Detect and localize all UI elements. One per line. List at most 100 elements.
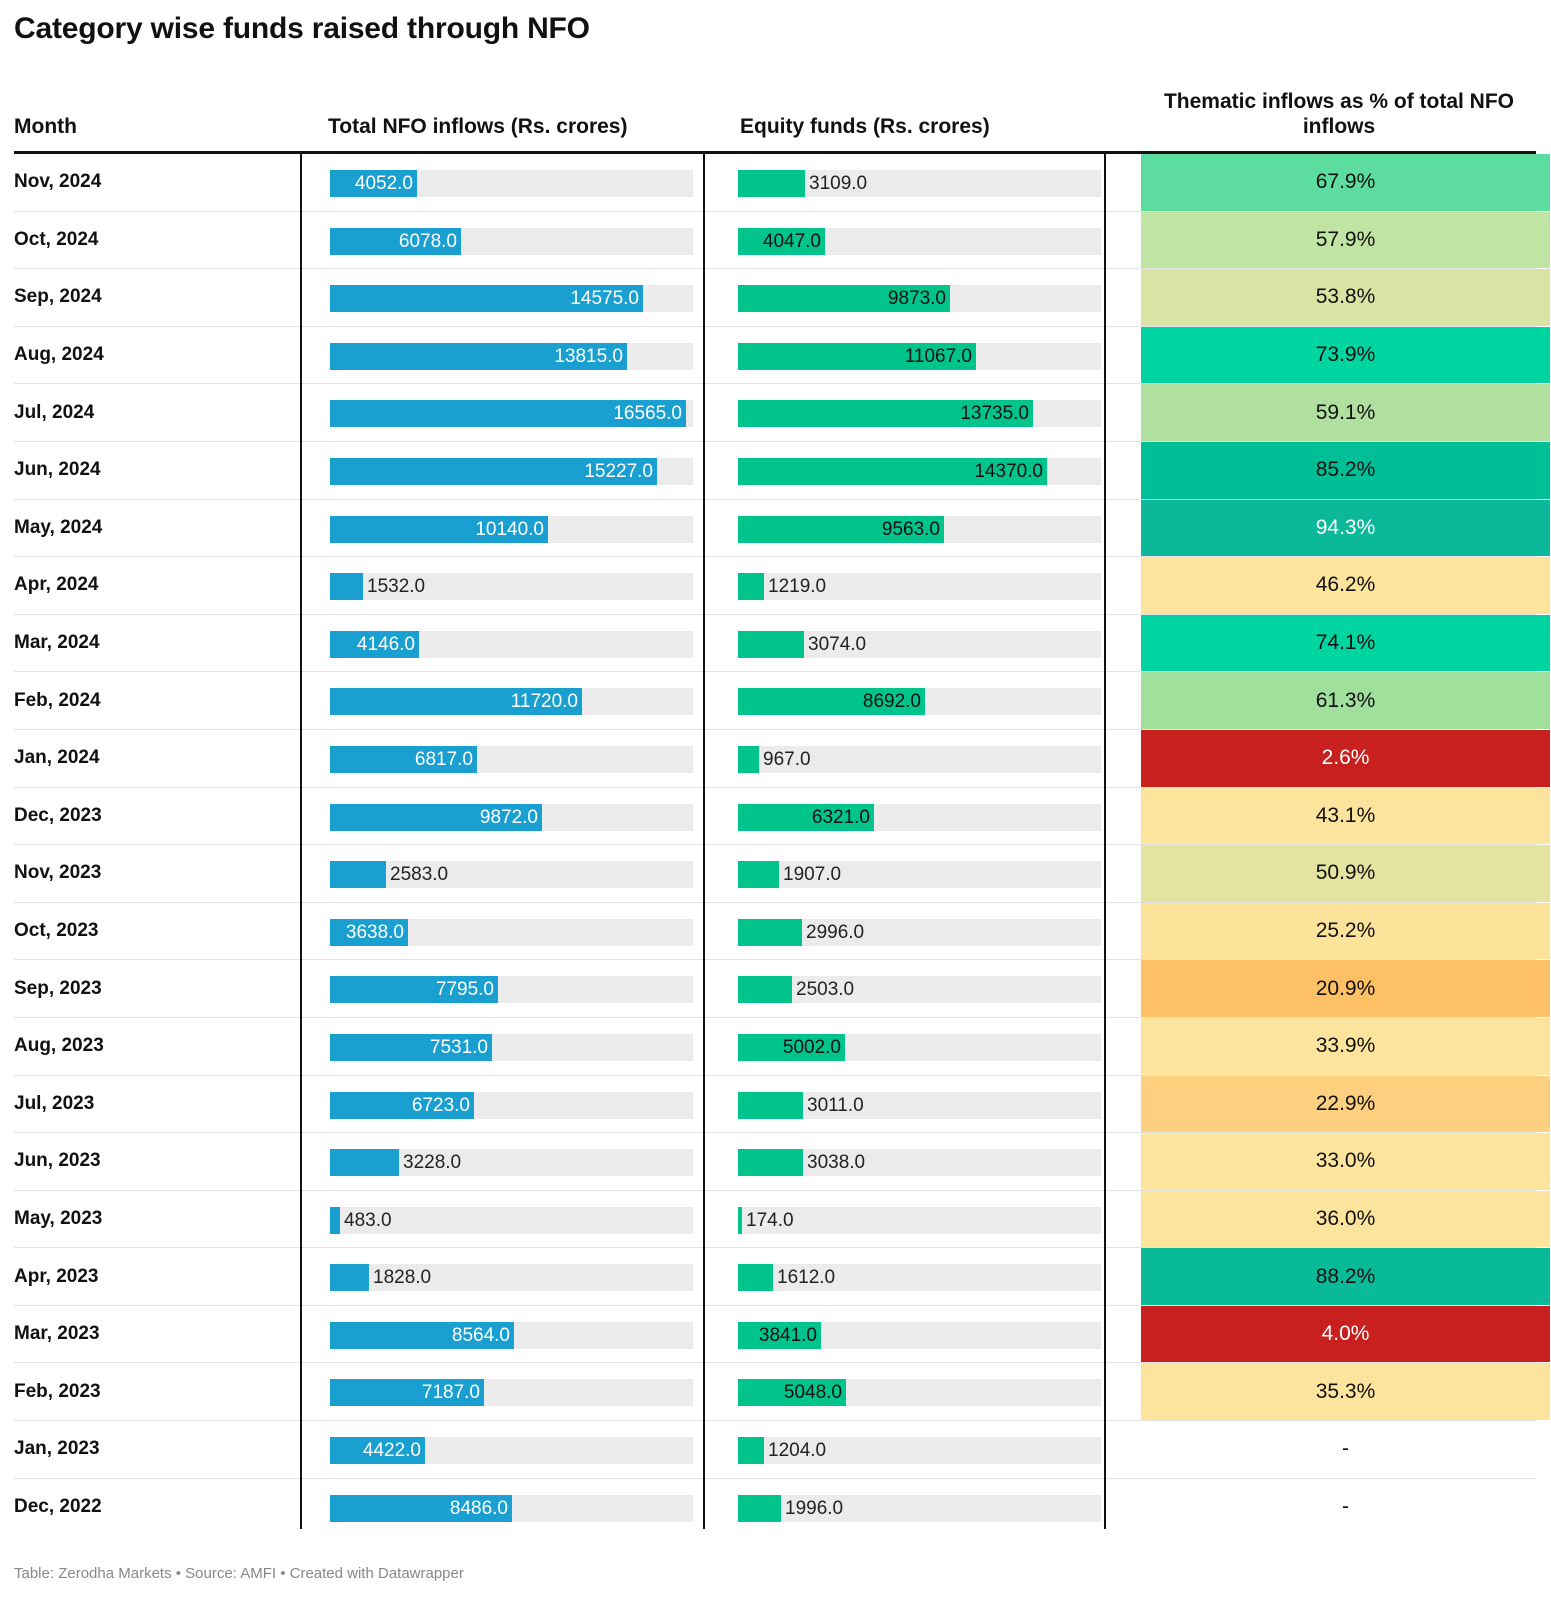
total-bar[interactable] — [330, 1264, 369, 1292]
equity-bar[interactable] — [738, 1264, 773, 1292]
equity-bar-track: 4047.0 — [738, 227, 1101, 255]
total-bar[interactable] — [330, 457, 657, 485]
total-bar-value: 15227.0 — [584, 460, 653, 482]
equity-bar[interactable] — [738, 573, 764, 601]
total-bar[interactable] — [330, 285, 643, 313]
month-cell: Nov, 2024 — [14, 171, 102, 193]
total-bar[interactable] — [330, 803, 542, 831]
equity-bar-value: 967.0 — [763, 748, 811, 770]
equity-bar[interactable] — [738, 976, 792, 1004]
equity-bar[interactable] — [738, 1206, 742, 1234]
month-cell: Jun, 2024 — [14, 459, 101, 481]
column-header-month[interactable]: Month — [14, 115, 77, 138]
equity-bar-track: 1907.0 — [738, 861, 1101, 889]
column-header-equity-funds[interactable]: Equity funds (Rs. crores) — [740, 115, 990, 138]
total-bar[interactable] — [330, 1379, 484, 1407]
equity-bar-value: 13735.0 — [960, 403, 1029, 425]
equity-bar[interactable] — [738, 457, 1047, 485]
column-header-thematic-share[interactable]: Thematic inflows as % of total NFO inflo… — [1163, 90, 1515, 138]
total-bar[interactable] — [330, 1437, 425, 1465]
table-body: Nov, 2024 4052.0 3109.0 67.9% Oct, 2024 6078.… — [14, 154, 1550, 1537]
total-bar-value: 8486.0 — [449, 1497, 508, 1519]
equity-bar-value: 9873.0 — [887, 288, 946, 310]
month-cell: Apr, 2023 — [14, 1265, 99, 1287]
thematic-share-cell: 88.2% — [1141, 1248, 1550, 1305]
equity-bar[interactable] — [738, 1149, 803, 1177]
table-row: Mar, 2024 4146.0 3074.0 74.1% — [14, 614, 1550, 673]
total-bar[interactable] — [330, 573, 363, 601]
equity-bar[interactable] — [738, 630, 804, 658]
month-cell: Dec, 2022 — [14, 1496, 102, 1518]
equity-bar[interactable] — [738, 170, 805, 197]
equity-bar[interactable] — [738, 803, 874, 831]
month-cell: Jan, 2023 — [14, 1438, 100, 1460]
equity-bar[interactable] — [738, 1379, 846, 1407]
equity-bar[interactable] — [738, 861, 779, 889]
month-cell: Jun, 2023 — [14, 1150, 101, 1172]
equity-bar[interactable] — [738, 1033, 845, 1061]
equity-bar[interactable] — [738, 1091, 803, 1119]
equity-bar[interactable] — [738, 227, 825, 255]
total-bar[interactable] — [330, 630, 419, 658]
equity-bar[interactable] — [738, 285, 950, 313]
equity-bar[interactable] — [738, 400, 1033, 428]
equity-bar-value: 174.0 — [746, 1209, 794, 1231]
thematic-share-cell: 36.0% — [1141, 1190, 1550, 1248]
table-row: Aug, 2024 13815.0 11067.0 73.9% — [14, 326, 1550, 385]
total-bar[interactable] — [330, 861, 386, 889]
equity-bar[interactable] — [738, 1321, 821, 1349]
total-bar[interactable] — [330, 1494, 512, 1522]
column-header-total-nfo[interactable]: Total NFO inflows (Rs. crores) — [328, 115, 628, 138]
equity-bar[interactable] — [738, 745, 759, 773]
total-bar[interactable] — [330, 1206, 340, 1234]
table-row: Aug, 2023 7531.0 5002.0 33.9% — [14, 1017, 1550, 1076]
equity-bar-value: 11067.0 — [904, 345, 972, 367]
total-bar[interactable] — [330, 688, 582, 716]
total-bar-value: 7187.0 — [421, 1382, 480, 1404]
column-divider-2 — [703, 151, 705, 1529]
thematic-share-cell: 25.2% — [1141, 902, 1550, 960]
total-bar[interactable] — [330, 1321, 514, 1349]
thematic-share-cell: 53.8% — [1141, 269, 1550, 326]
thematic-share-cell: 33.0% — [1141, 1133, 1550, 1190]
total-bar-track: 4146.0 — [330, 630, 693, 658]
total-bar[interactable] — [330, 227, 461, 255]
equity-bar[interactable] — [738, 342, 976, 370]
total-bar[interactable] — [330, 976, 498, 1004]
total-bar[interactable] — [330, 745, 477, 773]
header-divider — [14, 151, 1536, 154]
total-bar[interactable] — [330, 1033, 492, 1061]
equity-bar[interactable] — [738, 1437, 764, 1465]
thematic-share-cell: 2.6% — [1141, 729, 1550, 787]
total-bar[interactable] — [330, 1091, 474, 1119]
total-bar[interactable] — [330, 918, 408, 946]
equity-bar[interactable] — [738, 688, 925, 716]
total-bar-value: 3228.0 — [403, 1152, 462, 1174]
equity-bar-value: 2996.0 — [806, 921, 865, 943]
total-bar[interactable] — [330, 1149, 399, 1177]
equity-bar[interactable] — [738, 1494, 781, 1522]
total-bar-track: 7187.0 — [330, 1379, 693, 1407]
equity-bar-track: 2503.0 — [738, 976, 1101, 1004]
equity-bar-track: 1204.0 — [738, 1437, 1101, 1465]
month-cell: Jul, 2023 — [14, 1092, 95, 1114]
equity-bar[interactable] — [738, 918, 802, 946]
thematic-share-cell: 20.9% — [1141, 960, 1550, 1017]
total-bar-value: 1532.0 — [367, 576, 426, 598]
thematic-share-cell: 46.2% — [1141, 557, 1550, 614]
equity-bar[interactable] — [738, 515, 944, 543]
total-bar-value: 9872.0 — [479, 806, 538, 828]
equity-bar-value: 1204.0 — [768, 1440, 827, 1462]
total-bar[interactable] — [330, 515, 548, 543]
total-bar[interactable] — [330, 170, 417, 197]
month-cell: Oct, 2023 — [14, 920, 99, 942]
total-bar[interactable] — [330, 400, 686, 428]
table-row: May, 2024 10140.0 9563.0 94.3% — [14, 499, 1550, 558]
thematic-share-cell: 73.9% — [1141, 326, 1550, 384]
month-cell: Aug, 2024 — [14, 344, 104, 366]
total-bar[interactable] — [330, 342, 627, 370]
table-row: Dec, 2023 9872.0 6321.0 43.1% — [14, 787, 1550, 846]
thematic-share-cell: 50.9% — [1141, 845, 1550, 902]
total-bar-value: 7531.0 — [429, 1036, 488, 1058]
thematic-share-cell: 85.2% — [1141, 441, 1550, 499]
